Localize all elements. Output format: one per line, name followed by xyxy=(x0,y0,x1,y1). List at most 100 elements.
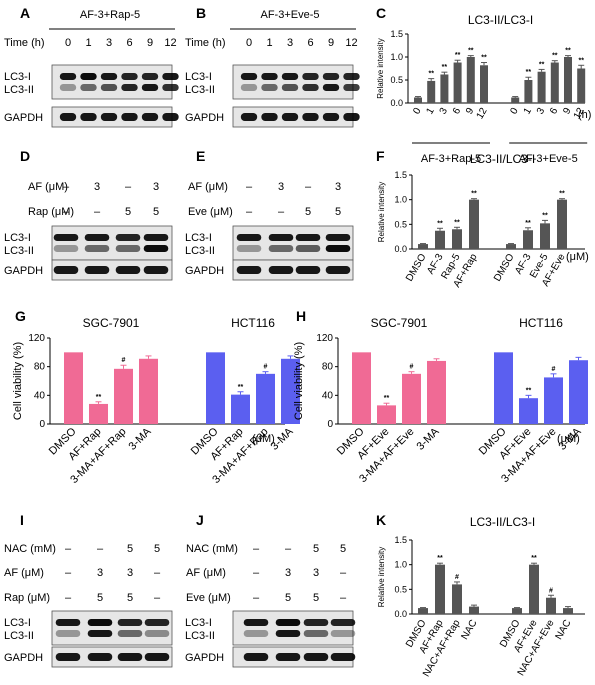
time-point: 12 xyxy=(164,37,176,49)
bar xyxy=(435,230,445,249)
y-tick-label: 1.5 xyxy=(390,29,403,39)
bar xyxy=(523,230,533,249)
bar xyxy=(524,80,533,103)
lane-label: LC3-II xyxy=(4,245,34,257)
band-lc3-ii xyxy=(100,84,118,91)
band-lc3-ii xyxy=(55,630,81,637)
bar xyxy=(377,405,396,424)
chart-k: K LC3-II/LC3-I 0.0 0.5 1.0 1.5 Relative intens… xyxy=(376,512,585,679)
treatment-value: 3 xyxy=(335,181,341,193)
treatment-value: 5 xyxy=(313,592,319,604)
chart-c: C LC3-II/LC3-I 0.0 0.5 1.0 1.5 Relative intens… xyxy=(376,5,591,165)
band-lc3-i xyxy=(84,234,110,241)
y-tick-label: 0 xyxy=(327,419,333,430)
y-axis-label: Relative intensity xyxy=(376,38,385,98)
band-lc3-i xyxy=(240,73,258,80)
band-gapdh xyxy=(53,266,79,274)
treatment-value: 3 xyxy=(278,181,284,193)
x-tick-label: 9 xyxy=(464,106,477,117)
time-point: 0 xyxy=(65,37,71,49)
treatment-row-label: AF (μM) xyxy=(28,181,68,193)
lane-label: LC3-II xyxy=(185,84,215,96)
x-tick-label: 1 xyxy=(522,106,535,117)
band-lc3-ii xyxy=(59,84,77,91)
bar xyxy=(231,394,250,424)
y-tick-label: 1.0 xyxy=(394,195,407,205)
treatment-value: – xyxy=(154,567,161,579)
significance-mark: ** xyxy=(481,55,487,62)
band-lc3-ii xyxy=(325,245,351,252)
lane-label: LC3-I xyxy=(185,617,212,629)
lane-label: LC3-I xyxy=(185,232,212,244)
lane-label: LC3-II xyxy=(185,630,215,642)
bar xyxy=(550,62,559,103)
bar xyxy=(435,564,445,614)
treatment-value: – xyxy=(340,592,347,604)
bar xyxy=(544,377,563,424)
time-point: 1 xyxy=(85,37,91,49)
band-gapdh xyxy=(144,653,170,661)
x-tick-label: 0 xyxy=(508,106,521,117)
significance-mark: ** xyxy=(525,220,531,227)
y-tick-label: 0.0 xyxy=(390,98,403,108)
bar xyxy=(511,97,520,103)
blot-lc3 xyxy=(232,64,354,100)
bar xyxy=(452,229,462,249)
x-tick-label: NAC xyxy=(554,618,574,642)
treatment-value: 3 xyxy=(127,567,133,579)
bar xyxy=(402,373,421,424)
x-tick-label: DMSO xyxy=(492,252,517,284)
treatment-value: 3 xyxy=(285,567,291,579)
band-lc3-i xyxy=(100,73,118,80)
band-gapdh xyxy=(243,653,269,661)
significance-mark: ** xyxy=(384,395,390,402)
chart-title: LC3-II/LC3-I xyxy=(470,152,535,166)
band-lc3-ii xyxy=(144,630,170,637)
treatment-value: – xyxy=(97,543,104,555)
band-lc3-i xyxy=(162,73,179,80)
lane-label: LC3-I xyxy=(4,71,31,83)
x-tick-label: DMSO xyxy=(404,252,429,284)
treatment-value: – xyxy=(278,206,285,218)
bar xyxy=(519,398,538,424)
bar xyxy=(414,97,422,103)
treatment-value: 5 xyxy=(340,543,346,555)
y-tick-label: 0.5 xyxy=(390,75,403,85)
band-gapdh xyxy=(115,266,141,274)
band-gapdh xyxy=(268,266,294,274)
bar xyxy=(480,65,488,103)
band-lc3-ii xyxy=(117,630,143,637)
bar xyxy=(512,608,522,614)
treatment-row-label: Rap (μM) xyxy=(28,206,74,218)
treatment-row-label: Rap (μM) xyxy=(4,592,50,604)
lane-label: LC3-II xyxy=(4,630,34,642)
group-label: AF-3+Eve-5 xyxy=(519,153,578,165)
band-gapdh xyxy=(303,653,329,661)
time-point: 3 xyxy=(287,37,293,49)
x-tick-label: 12 xyxy=(475,106,490,122)
bar xyxy=(466,57,475,103)
band-lc3-ii xyxy=(330,630,356,637)
significance-mark: ** xyxy=(468,48,474,55)
band-lc3-i xyxy=(303,619,329,626)
band-lc3-ii xyxy=(343,84,360,91)
significance-mark: ** xyxy=(428,71,434,78)
time-point: 0 xyxy=(246,37,252,49)
y-tick-label: 120 xyxy=(28,333,45,344)
bar xyxy=(469,199,479,249)
time-point: 6 xyxy=(307,37,313,49)
treatment-value: – xyxy=(253,592,260,604)
band-gapdh xyxy=(80,113,97,121)
panel-letter: I xyxy=(20,512,24,528)
panel-letter: A xyxy=(20,5,30,21)
band-lc3-i xyxy=(59,73,77,80)
treatment-value: 5 xyxy=(335,206,341,218)
band-lc3-ii xyxy=(302,84,319,91)
band-lc3-ii xyxy=(295,245,321,252)
band-lc3-i xyxy=(330,619,356,626)
band-gapdh xyxy=(162,113,179,121)
significance-mark: # xyxy=(264,364,268,371)
panel-letter: E xyxy=(196,148,205,164)
